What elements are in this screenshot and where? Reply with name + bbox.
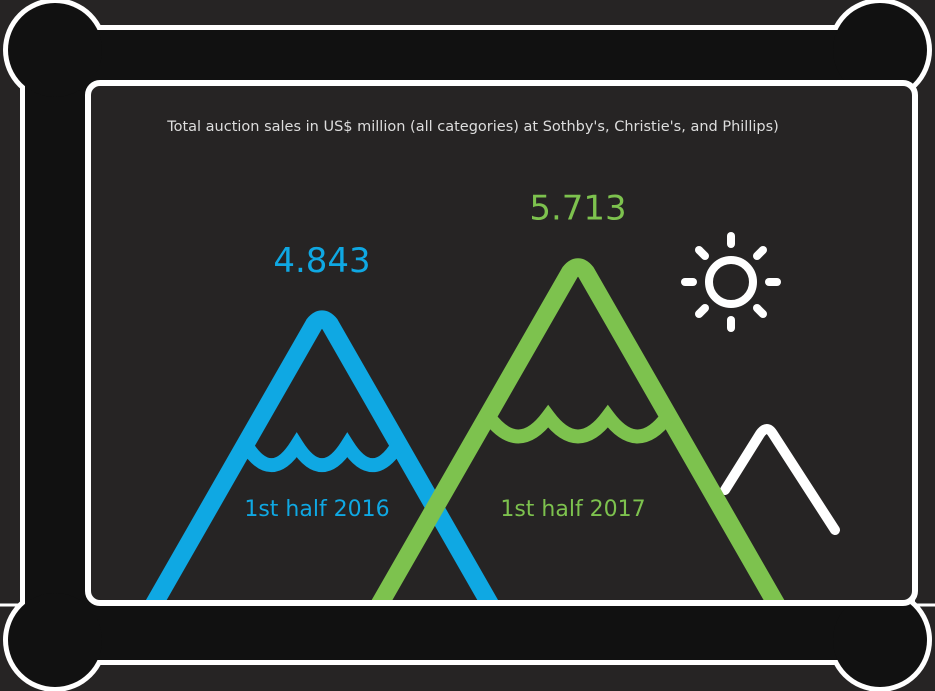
category-label: 1st half 2017 <box>500 497 645 522</box>
sun <box>681 232 781 332</box>
plot <box>144 258 786 600</box>
category-label: 1st half 2016 <box>244 497 389 522</box>
mountain <box>144 310 500 600</box>
snow-cap <box>481 404 675 444</box>
chart-title: Total auction sales in US$ million (all … <box>166 119 779 135</box>
small-mountain <box>720 424 840 535</box>
snow-cap <box>239 432 405 472</box>
value-label: 5.713 <box>529 189 626 229</box>
mountain <box>370 258 786 600</box>
value-label: 4.843 <box>273 241 370 281</box>
inner-panel <box>85 80 918 606</box>
